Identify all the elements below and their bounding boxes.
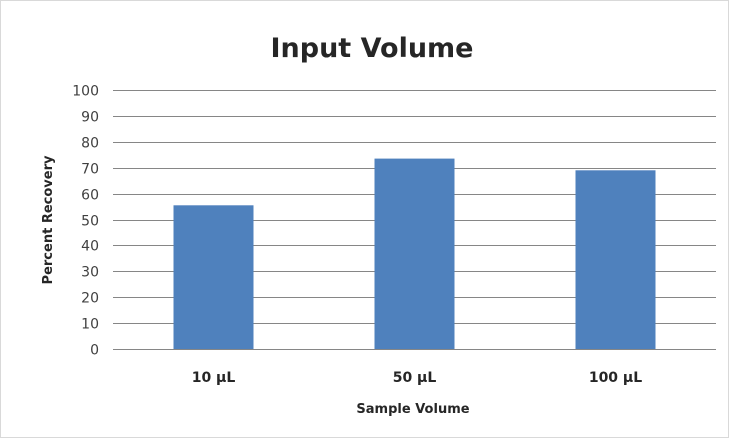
x-category-label: 100 µL [589, 370, 642, 386]
chart-title: Input Volume [270, 33, 473, 64]
y-axis-tick-labels: 0 10 20 30 40 50 60 70 80 90 100 [72, 84, 99, 359]
y-tick-label: 70 [81, 162, 99, 178]
y-tick-label: 80 [81, 136, 99, 152]
bar [173, 205, 254, 349]
y-tick-label: 0 [90, 343, 99, 359]
x-axis-category-labels: 10 µL 50 µL 100 µL [192, 370, 643, 386]
bars [173, 158, 656, 349]
y-tick-label: 60 [81, 188, 99, 204]
y-tick-label: 100 [72, 84, 99, 100]
y-tick-label: 40 [81, 239, 99, 255]
y-tick-label: 20 [81, 291, 99, 307]
bar [575, 170, 656, 349]
y-tick-label: 50 [81, 214, 99, 230]
x-axis-title: Sample Volume [356, 402, 469, 417]
y-axis-title: Percent Recovery [41, 155, 56, 284]
y-tick-label: 90 [81, 110, 99, 126]
y-tick-label: 10 [81, 317, 99, 333]
bar [374, 158, 455, 349]
y-tick-label: 30 [81, 265, 99, 281]
x-category-label: 50 µL [393, 370, 437, 386]
x-category-label: 10 µL [192, 370, 236, 386]
